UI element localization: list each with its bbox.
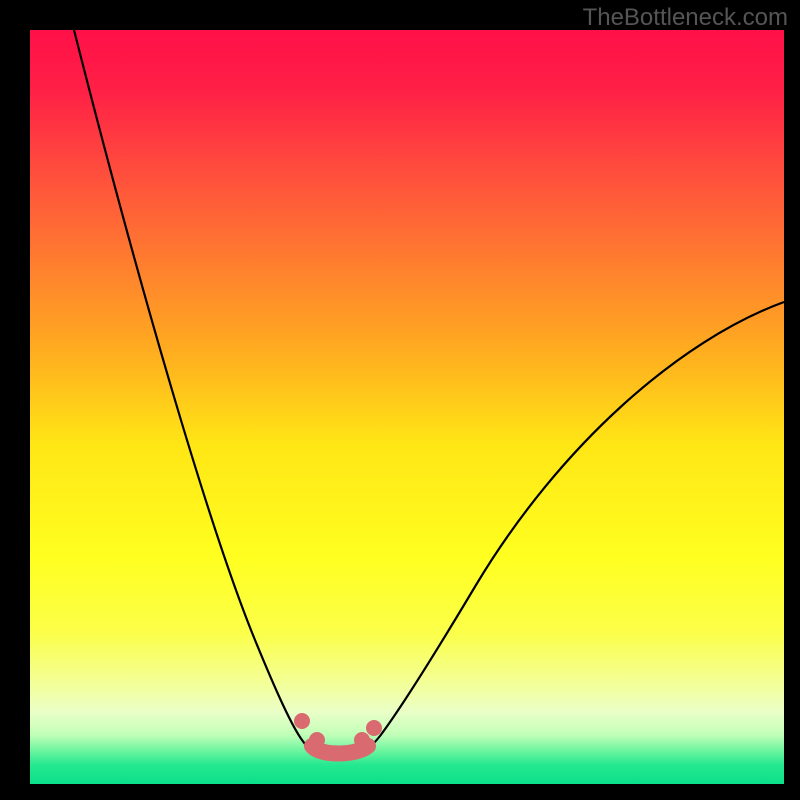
- chart-root: { "canvas": { "width": 800, "height": 80…: [0, 0, 800, 800]
- watermark-text: TheBottleneck.com: [583, 4, 788, 32]
- chart-svg: [0, 0, 800, 800]
- plot-area-rect: [30, 30, 784, 784]
